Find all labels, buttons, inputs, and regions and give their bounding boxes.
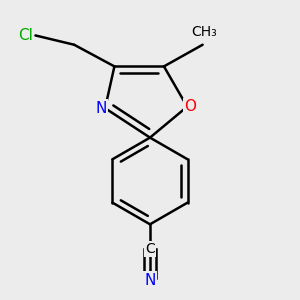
Text: N: N <box>144 272 156 287</box>
Text: C: C <box>145 242 155 256</box>
Text: O: O <box>184 99 196 114</box>
Text: N: N <box>96 101 107 116</box>
Text: Cl: Cl <box>18 28 33 43</box>
Text: CH₃: CH₃ <box>191 25 217 39</box>
